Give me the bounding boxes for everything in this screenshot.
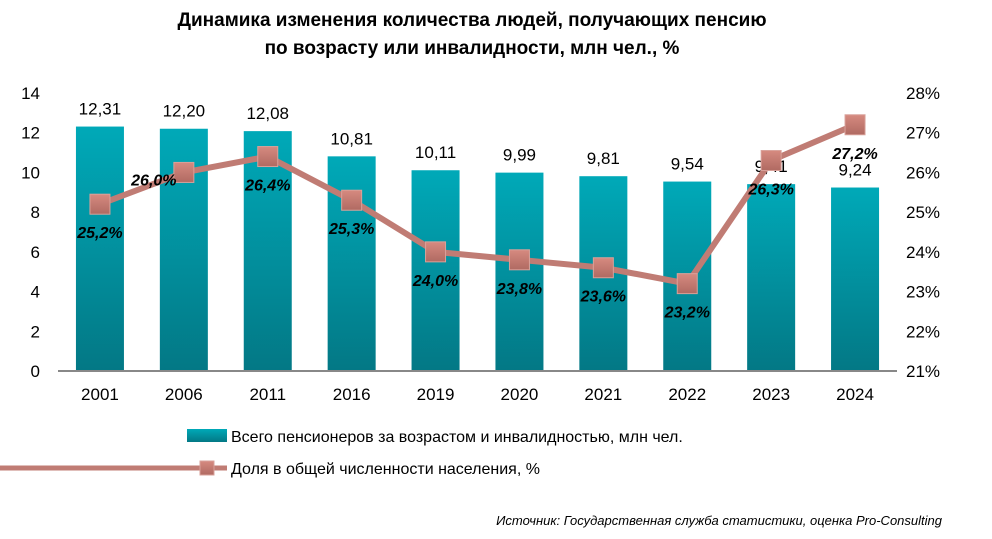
y-right-tick: 27% [906, 124, 940, 143]
y-left-tick: 12 [21, 124, 40, 143]
y-right-tick: 25% [906, 203, 940, 222]
line-marker [173, 161, 195, 183]
line-value-label: 26,3% [747, 182, 793, 199]
x-tick-label: 2011 [249, 385, 286, 404]
y-left-tick: 14 [21, 84, 40, 103]
line-marker [257, 146, 279, 168]
line-marker [425, 241, 447, 263]
bar-value-label: 9,99 [503, 146, 536, 165]
x-tick-label: 2016 [333, 385, 371, 404]
bar-value-label: 10,81 [330, 129, 373, 148]
y-left-tick: 10 [21, 163, 40, 182]
chart-title-line-1: Динамика изменения количества людей, пол… [177, 10, 766, 31]
line-value-label: 27,2% [831, 146, 877, 163]
x-tick-label: 2020 [501, 385, 539, 404]
y-right-tick: 22% [906, 322, 940, 341]
bar [831, 187, 880, 371]
bar [243, 131, 292, 371]
y-right-tick: 28% [906, 84, 940, 103]
line-value-label: 24,0% [412, 273, 458, 290]
y-right-tick: 23% [906, 283, 940, 302]
bar-value-label: 12,31 [79, 100, 122, 119]
line-marker [508, 249, 530, 271]
line-marker [844, 114, 866, 136]
y-right-tick: 26% [906, 163, 940, 182]
bar-value-label: 9,24 [839, 161, 872, 180]
x-tick-label: 2001 [81, 385, 119, 404]
line-value-label: 26,4% [244, 178, 290, 195]
line-value-label: 26,0% [130, 172, 176, 189]
line-marker [592, 257, 614, 279]
bar-value-label: 10,11 [415, 143, 456, 162]
bar [495, 172, 544, 371]
line-value-label: 25,2% [76, 225, 122, 242]
line-marker [760, 150, 782, 172]
legend-line-label: Доля в общей численности населения, % [231, 461, 540, 478]
bar [75, 126, 124, 372]
y-right-tick: 21% [906, 362, 940, 381]
x-tick-label: 2024 [836, 385, 874, 404]
line-value-label: 23,6% [580, 289, 626, 306]
y-right-tick: 24% [906, 243, 940, 262]
x-tick-label: 2022 [668, 385, 706, 404]
line-value-label: 23,8% [496, 281, 542, 298]
line-value-label: 23,2% [664, 305, 710, 322]
source-note: Источник: Государственная служба статист… [496, 513, 943, 528]
line-value-label: 25,3% [328, 221, 374, 238]
line-marker [341, 189, 363, 211]
x-tick-label: 2006 [165, 385, 203, 404]
x-tick-label: 2021 [584, 385, 622, 404]
y-left-tick: 8 [31, 203, 40, 222]
x-tick-label: 2019 [417, 385, 455, 404]
legend: Всего пенсионеров за возрастом и инвалид… [0, 429, 683, 478]
y-left-tick: 2 [31, 322, 40, 341]
bar [411, 170, 460, 371]
x-tick-label: 2023 [752, 385, 790, 404]
line-marker [676, 273, 698, 295]
line-marker [89, 193, 111, 215]
line-series [98, 122, 857, 287]
bar [747, 184, 796, 371]
bar-value-label: 9,54 [671, 155, 704, 174]
y-left-tick: 0 [31, 362, 40, 381]
y-left-tick: 4 [31, 283, 40, 302]
bar-value-label: 12,20 [163, 102, 206, 121]
legend-bar-swatch [187, 429, 227, 442]
bar-value-label: 12,08 [246, 104, 289, 123]
bar-value-label: 9,81 [587, 149, 620, 168]
legend-line-marker [199, 460, 215, 476]
chart-title-line-2: по возрасту или инвалидности, млн чел., … [265, 38, 680, 59]
legend-bar-label: Всего пенсионеров за возрастом и инвалид… [231, 429, 683, 446]
y-left-tick: 6 [31, 243, 40, 262]
